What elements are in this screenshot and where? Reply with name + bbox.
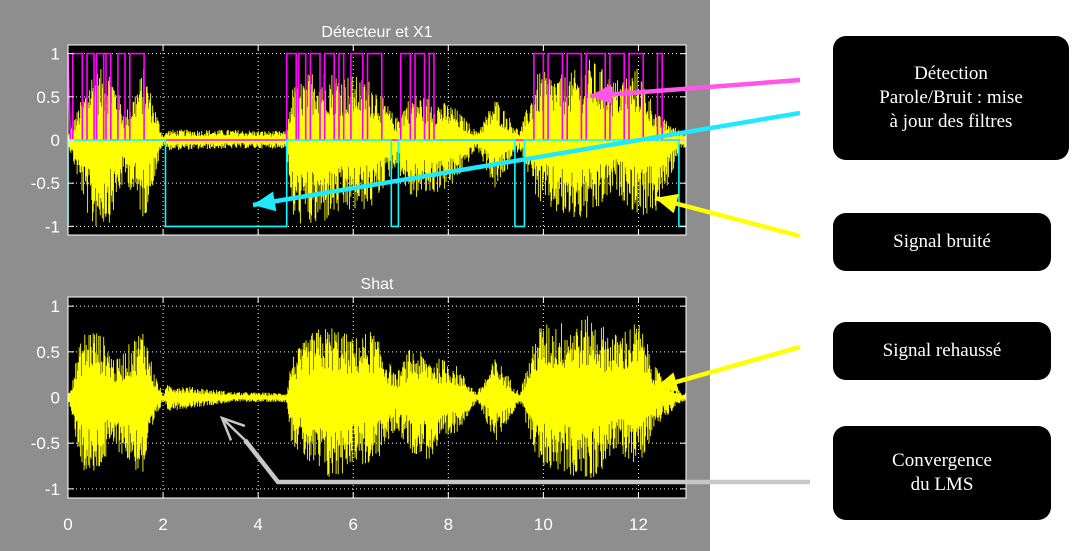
- detection-arrow-cyan-shaft: [252, 110, 801, 208]
- series-detector-magenta: [68, 52, 686, 141]
- x-tick-label: 4: [253, 515, 262, 534]
- y-tick-label: -1: [45, 480, 60, 499]
- chart-title: Shat: [361, 276, 394, 293]
- lms-convergence-callout: Convergence du LMS: [833, 426, 1051, 520]
- x-tick-label: 8: [444, 515, 453, 534]
- plot-data: [68, 297, 686, 498]
- chart-1: Détecteur et X1 1 0.5 0 -0.5 -1: [31, 24, 687, 236]
- series-enhanced-signal: [68, 316, 686, 478]
- x-tick-label: 12: [629, 515, 648, 534]
- lms-convergence-arrow-tip: [221, 417, 246, 441]
- detection-callout-line-3: à jour des filtres: [889, 110, 1013, 132]
- enhanced-signal-arrow: [654, 344, 801, 392]
- noisy-signal-callout: Signal bruité: [833, 213, 1051, 271]
- lms-convergence-arrow: [219, 415, 810, 485]
- chart-title: Détecteur et X1: [321, 24, 432, 41]
- x-tick-label: 10: [534, 515, 553, 534]
- detection-callout-line-1: Détection: [914, 63, 988, 85]
- detection-arrow-cyan: [252, 110, 801, 212]
- detection-arrow-magenta-shaft: [589, 77, 801, 99]
- lms-convergence-callout-line-1: Convergence: [892, 450, 992, 472]
- detection-arrow-magenta-head: [590, 84, 613, 105]
- detection-callout: Détection Parole/Bruit : mise à jour des…: [833, 36, 1069, 160]
- enhanced-signal-callout-text: Signal rehaussé: [882, 340, 1002, 362]
- plots-layer: Détecteur et X1 1 0.5 0 -0.5 -1 Shat 1 0.5 0 -0.5 -…: [31, 24, 687, 534]
- detection-arrow-magenta: [589, 77, 801, 105]
- enhanced-signal-callout: Signal rehaussé: [833, 322, 1051, 380]
- detection-callout-line-2: Parole/Bruit : mise: [879, 87, 1023, 109]
- detection-arrow-cyan-head: [253, 191, 277, 212]
- noisy-signal-arrow-head: [655, 193, 679, 214]
- noisy-signal-arrow-shaft: [654, 195, 801, 239]
- enhanced-signal-arrow-shaft: [654, 344, 801, 391]
- y-tick-label: 1: [51, 297, 60, 316]
- y-tick-label: -0.5: [31, 174, 60, 193]
- lms-convergence-arrow-shaft: [243, 438, 810, 485]
- x-tick-label: 6: [348, 515, 357, 534]
- noisy-signal-callout-text: Signal bruité: [893, 231, 991, 253]
- y-tick-label: 0: [51, 389, 60, 408]
- y-tick-label: -1: [45, 217, 60, 236]
- x-tick-label: 2: [158, 515, 167, 534]
- y-tick-label: 0.5: [36, 343, 60, 362]
- y-tick-label: 0.5: [36, 88, 60, 107]
- enhanced-signal-arrow-head: [655, 372, 679, 392]
- y-tick-label: -0.5: [31, 434, 60, 453]
- arrows-layer: [219, 77, 810, 485]
- y-tick-label: 1: [51, 45, 60, 64]
- x-tick-label: 0: [63, 515, 72, 534]
- noisy-signal-arrow: [654, 193, 801, 239]
- lms-convergence-callout-line-2: du LMS: [910, 474, 974, 495]
- y-tick-label: 0: [51, 131, 60, 150]
- series-detector-cyan: [68, 139, 686, 228]
